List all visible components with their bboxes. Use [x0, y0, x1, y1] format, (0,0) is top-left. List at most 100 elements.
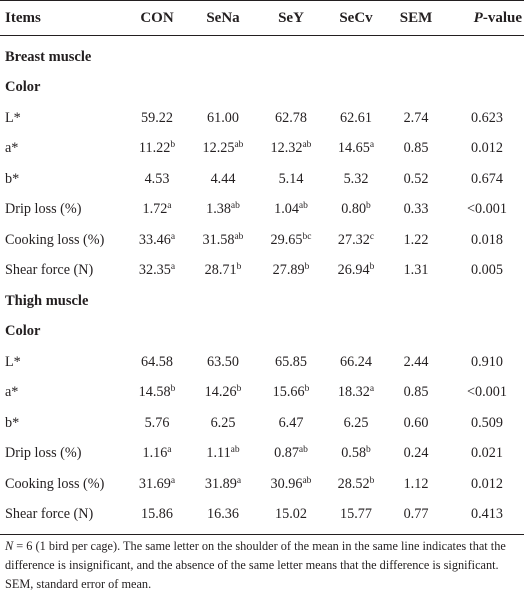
cell-value: 5.32: [343, 170, 369, 187]
cell-secv: 27.32c: [324, 225, 388, 256]
cell-con: 15.86: [126, 499, 188, 535]
p-symbol: P: [473, 9, 483, 26]
cell-value: 6.25: [210, 414, 236, 431]
cell-value: 62.78: [275, 109, 307, 126]
table-row: L* 59.22 61.00 62.78 62.61 2.74 0.623: [0, 103, 524, 134]
cell-sey: 29.65bc: [258, 225, 324, 256]
cell-sey: 5.14: [258, 164, 324, 195]
cell-con: 1.72a: [126, 195, 188, 226]
cell-secv: 26.94b: [324, 256, 388, 287]
cell-sey: 65.85: [258, 347, 324, 378]
row-label: a*: [5, 140, 19, 157]
cell-secv: 14.65a: [324, 134, 388, 165]
cell-sey: 6.47: [258, 408, 324, 439]
cell-value: 28.52: [337, 475, 370, 492]
table-row: Cooking loss (%) 33.46a 31.58ab 29.65bc 27.3…: [0, 225, 524, 256]
cell-sey: 27.89b: [258, 256, 324, 287]
cell-value: 5.14: [278, 170, 304, 187]
cell-con: 5.76: [126, 408, 188, 439]
cell-sey: 0.87ab: [258, 439, 324, 470]
cell-value: 14.26: [204, 384, 237, 401]
row-label: b*: [5, 170, 20, 187]
cell-value: 16.36: [207, 506, 239, 523]
cell-value: 6.25: [343, 414, 369, 431]
row-label: Shear force (N): [5, 262, 94, 279]
table-footnote: N = 6 (1 bird per cage). The same letter…: [5, 537, 521, 594]
cell-value: 6.47: [278, 414, 304, 431]
footnote-text: = 6 (1 bird per cage). The same letter o…: [5, 539, 506, 591]
cell-secv: 0.80b: [324, 195, 388, 226]
section-heading: Color: [5, 323, 41, 340]
cell-p-value: 0.018: [471, 231, 503, 248]
cell-value: 5.76: [144, 414, 170, 431]
cell-value: 1.04: [274, 201, 299, 218]
table-row: Drip loss (%) 1.16a 1.11ab 0.87ab 0.58b 0.24 0…: [0, 439, 524, 470]
cell-sem: 0.24: [403, 445, 429, 462]
table-row: a* 11.22b 12.25ab 12.32ab 14.65a 0.85 0.012: [0, 134, 524, 165]
section-heading: Breast muscle: [5, 48, 92, 65]
cell-value: 61.00: [207, 109, 239, 126]
cell-secv: 18.32a: [324, 378, 388, 409]
cell-value: 0.80: [341, 201, 367, 218]
cell-p-value: 0.021: [471, 445, 503, 462]
cell-value: 64.58: [141, 353, 173, 370]
row-label: Cooking loss (%): [5, 475, 105, 492]
cell-sena: 28.71b: [188, 256, 258, 287]
row-label: Shear force (N): [0, 499, 126, 535]
cell-p-value: 0.910: [471, 353, 503, 370]
cell-con: 59.22: [126, 103, 188, 134]
cell-p-value: 0.012: [471, 475, 503, 492]
significance-letters: ab: [298, 445, 308, 456]
cell-value: 63.50: [207, 353, 239, 370]
cell-value: 59.22: [141, 109, 173, 126]
header-con: CON: [126, 0, 188, 36]
cell-con: 33.46a: [126, 225, 188, 256]
significance-letters: b: [369, 475, 375, 486]
cell-p-value: 0.012: [471, 140, 503, 157]
cell-p-value: 0.005: [471, 262, 503, 279]
cell-sey: 30.96ab: [258, 469, 324, 500]
meat-quality-table: Items CON SeNa SeY SeCv SEM P-value Brea…: [0, 0, 524, 535]
cell-value: 33.46: [138, 231, 171, 248]
table-row: Drip loss (%) 1.72a 1.38ab 1.04ab 0.80b 0.33 <…: [0, 195, 524, 226]
significance-letters: ab: [234, 231, 244, 242]
cell-sem: 0.85: [403, 140, 429, 157]
cell-value: 31.58: [202, 231, 235, 248]
cell-value: 12.25: [202, 140, 235, 157]
significance-letters: a: [236, 475, 242, 486]
significance-letters: bc: [302, 231, 312, 242]
cell-sena: 12.25ab: [188, 134, 258, 165]
cell-value: 15.02: [275, 506, 307, 523]
section-row: Breast muscle: [0, 36, 524, 73]
cell-value: 14.58: [138, 384, 171, 401]
row-label: L*: [5, 353, 21, 370]
significance-letters: b: [236, 384, 242, 395]
table-row: b* 4.53 4.44 5.14 5.32 0.52 0.674: [0, 164, 524, 195]
cell-value: 65.85: [275, 353, 307, 370]
cell-con: 31.69a: [126, 469, 188, 500]
cell-sem: 1.22: [403, 231, 429, 248]
significance-letters: b: [236, 262, 242, 273]
header-sem: SEM: [388, 0, 444, 36]
p-suffix: -value: [482, 9, 522, 26]
cell-value: 1.72: [142, 201, 168, 218]
cell-value: 0.58: [341, 445, 367, 462]
table-body: Breast muscle Color L* 59.22 61.00 62.78 62.61…: [0, 36, 524, 535]
cell-con: 14.58b: [126, 378, 188, 409]
cell-value: 14.65: [337, 140, 370, 157]
cell-sem: 0.60: [403, 414, 429, 431]
significance-letters: a: [167, 201, 172, 212]
cell-secv: 62.61: [324, 103, 388, 134]
cell-sena: 61.00: [188, 103, 258, 134]
cell-p-value: 0.413: [444, 499, 524, 535]
cell-value: 27.89: [272, 262, 305, 279]
cell-p-value: <0.001: [467, 201, 507, 218]
cell-con: 4.53: [126, 164, 188, 195]
cell-value: 31.89: [204, 475, 237, 492]
section-row: Color: [0, 73, 524, 104]
significance-letters: b: [170, 140, 176, 151]
significance-letters: a: [167, 445, 172, 456]
header-secv: SeCv: [324, 0, 388, 36]
significance-letters: a: [369, 384, 375, 395]
cell-value: 62.61: [340, 109, 372, 126]
